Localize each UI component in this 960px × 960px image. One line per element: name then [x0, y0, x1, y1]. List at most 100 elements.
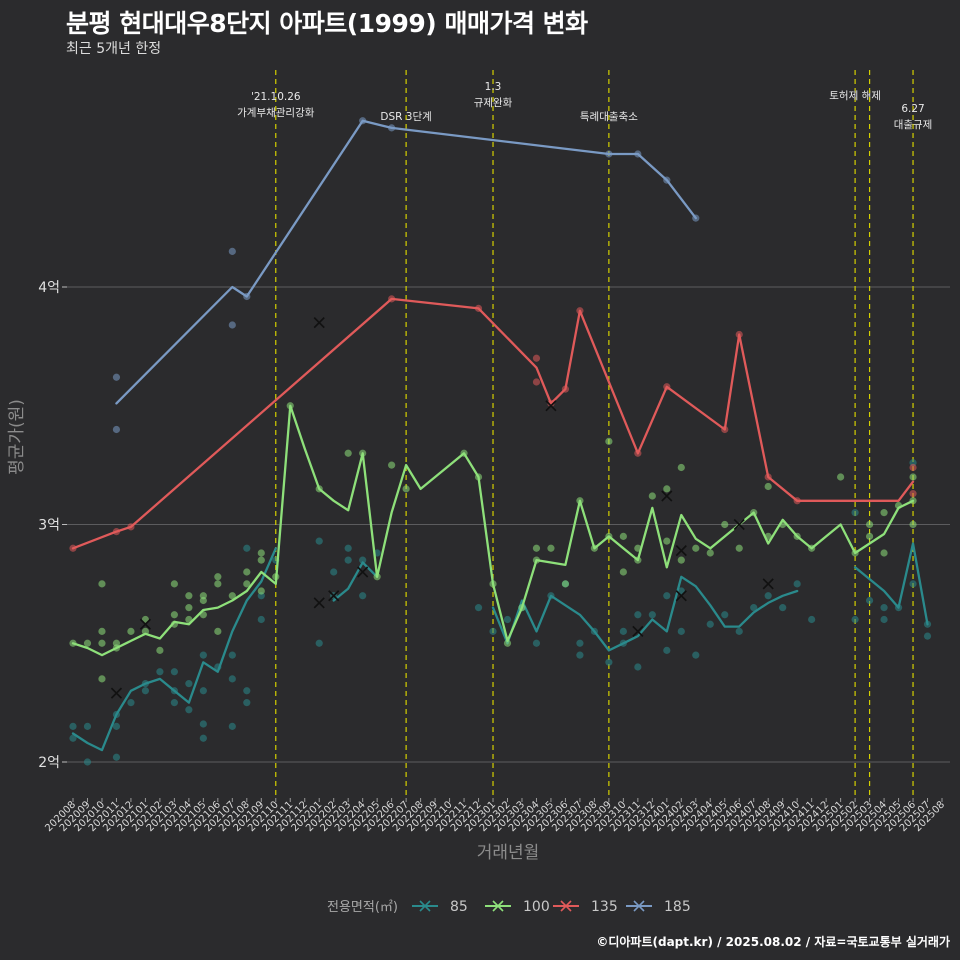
data-point	[692, 544, 700, 552]
data-point	[779, 604, 787, 612]
data-point	[532, 378, 541, 386]
legend-key-cross	[560, 900, 572, 912]
data-point	[735, 544, 743, 552]
legend-title: 전용면적(㎡)	[327, 900, 398, 915]
data-point	[532, 544, 541, 552]
series	[69, 117, 932, 766]
data-point	[909, 580, 917, 588]
data-point	[865, 532, 874, 540]
data-point	[185, 706, 193, 714]
data-point	[170, 699, 178, 707]
data-point	[344, 449, 352, 457]
event-label: 6.27	[901, 103, 924, 115]
data-point	[909, 520, 917, 529]
data-point	[185, 680, 193, 688]
data-point	[83, 758, 92, 766]
event-label: 특례대출축소	[580, 111, 638, 123]
data-point	[170, 668, 178, 676]
data-point	[243, 699, 251, 707]
y-axis-label: 평균가(원)	[7, 399, 27, 475]
data-point	[503, 615, 512, 624]
data-point	[83, 639, 92, 647]
chart-title: 분평 현대대우8단지 아파트(1999) 매매가격 변화	[66, 9, 588, 38]
data-point	[532, 639, 541, 647]
data-point	[141, 615, 150, 624]
data-point	[98, 675, 106, 683]
legend-key-cross	[492, 900, 504, 912]
cross-marker	[313, 597, 325, 609]
cross-marker	[110, 687, 123, 699]
event-label: 가계부채관리강화	[237, 107, 315, 119]
cross-marker	[357, 566, 369, 578]
data-point	[243, 568, 251, 576]
data-point	[156, 646, 164, 654]
legend-key-cross	[633, 900, 645, 912]
data-point	[677, 556, 685, 564]
series-line	[71, 542, 929, 752]
legend: 전용면적(㎡) 85 100 135 185	[327, 899, 691, 915]
data-point	[503, 639, 512, 647]
data-point	[750, 604, 758, 612]
data-point	[330, 568, 338, 576]
data-point	[69, 722, 77, 730]
data-point	[735, 627, 743, 635]
cross-marker	[313, 317, 325, 329]
data-point	[648, 611, 656, 619]
data-point	[677, 463, 685, 472]
data-point	[634, 611, 642, 619]
data-point	[243, 580, 251, 588]
data-point	[764, 592, 772, 600]
data-point	[721, 611, 729, 619]
data-point	[83, 722, 92, 730]
series-135	[69, 295, 917, 552]
legend-label: 100	[523, 899, 550, 915]
data-point	[619, 532, 627, 540]
cross-marker	[328, 590, 340, 602]
data-point	[561, 580, 570, 588]
data-point	[532, 354, 541, 362]
data-point	[663, 646, 671, 654]
data-point	[185, 604, 193, 612]
data-point	[170, 611, 178, 619]
data-point	[199, 687, 207, 695]
credit-line: ©디아파트(dapt.kr) / 2025.08.02 / 자료=국토교통부 실…	[596, 935, 950, 949]
y-tick-label: 3억	[38, 518, 60, 534]
cross-marker	[661, 490, 673, 502]
data-point	[228, 675, 236, 683]
data-point	[721, 520, 729, 529]
data-point	[228, 321, 236, 329]
data-point	[170, 580, 178, 588]
event-label: '21.10.26	[251, 91, 301, 103]
data-point	[141, 687, 150, 695]
cross-marker	[733, 518, 745, 531]
data-point	[214, 627, 222, 635]
data-point	[619, 627, 627, 635]
series-line	[71, 297, 915, 550]
legend-label: 185	[664, 899, 691, 915]
data-point	[214, 580, 222, 588]
data-point	[98, 627, 106, 635]
data-point	[706, 620, 714, 628]
y-tick-label: 4억	[38, 280, 60, 296]
data-point	[909, 463, 917, 472]
data-point	[865, 520, 874, 529]
data-point	[199, 734, 207, 742]
data-point	[808, 615, 816, 624]
data-point	[257, 549, 265, 557]
data-point	[909, 473, 917, 481]
data-point	[909, 490, 917, 498]
data-point	[112, 425, 121, 434]
data-point	[228, 247, 236, 255]
gridlines	[63, 286, 950, 763]
series-line	[115, 119, 697, 405]
legend-key-cross	[419, 900, 431, 912]
data-point	[199, 720, 207, 728]
data-point	[677, 627, 685, 635]
data-point	[359, 556, 367, 564]
legend-label: 135	[591, 899, 618, 915]
x-axis-ticks: 2020082020092020102020112020122021012021…	[43, 798, 947, 834]
data-point	[257, 615, 265, 624]
data-point	[547, 544, 555, 552]
data-point	[837, 473, 845, 481]
